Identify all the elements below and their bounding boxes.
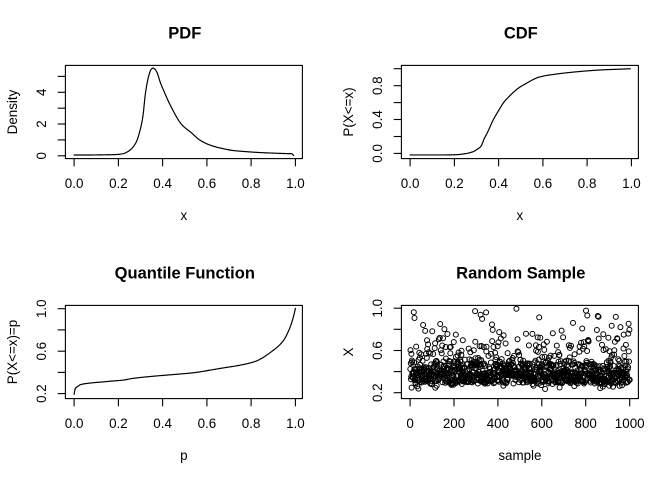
svg-text:0.6: 0.6: [198, 416, 217, 431]
svg-text:x: x: [517, 208, 524, 223]
svg-text:Quantile Function: Quantile Function: [115, 264, 255, 282]
svg-text:0.6: 0.6: [198, 176, 217, 191]
svg-text:0: 0: [34, 152, 49, 159]
svg-text:0.6: 0.6: [534, 176, 553, 191]
svg-text:0.0: 0.0: [65, 416, 84, 431]
svg-text:0.4: 0.4: [489, 176, 508, 191]
svg-text:0.0: 0.0: [65, 176, 84, 191]
svg-text:4: 4: [34, 88, 49, 96]
svg-text:0.6: 0.6: [370, 341, 385, 360]
svg-text:400: 400: [487, 416, 509, 431]
svg-text:0.8: 0.8: [578, 176, 597, 191]
svg-text:0: 0: [406, 416, 413, 431]
svg-text:0.2: 0.2: [370, 383, 385, 402]
svg-text:P(X<=x): P(X<=x): [341, 87, 356, 136]
svg-text:1.0: 1.0: [370, 299, 385, 318]
svg-text:0.2: 0.2: [109, 416, 128, 431]
svg-text:0.4: 0.4: [370, 110, 385, 129]
svg-text:1.0: 1.0: [34, 299, 49, 318]
svg-text:0.0: 0.0: [401, 176, 420, 191]
svg-text:0.4: 0.4: [153, 176, 172, 191]
svg-text:1.0: 1.0: [286, 416, 305, 431]
svg-text:sample: sample: [498, 448, 541, 463]
svg-text:800: 800: [575, 416, 597, 431]
svg-text:2: 2: [34, 120, 49, 127]
svg-text:X: X: [341, 347, 356, 356]
svg-text:0.8: 0.8: [242, 416, 261, 431]
svg-text:200: 200: [443, 416, 465, 431]
svg-text:P(X<=x)=p: P(X<=x)=p: [5, 320, 20, 384]
svg-text:0.4: 0.4: [153, 416, 172, 431]
svg-text:1.0: 1.0: [286, 176, 305, 191]
svg-text:0.2: 0.2: [445, 176, 464, 191]
svg-text:p: p: [180, 448, 187, 463]
svg-text:Density: Density: [5, 89, 20, 134]
svg-text:x: x: [181, 208, 188, 223]
svg-text:0.6: 0.6: [34, 342, 49, 361]
svg-text:0.8: 0.8: [242, 176, 261, 191]
svg-text:1000: 1000: [615, 416, 645, 431]
svg-text:PDF: PDF: [168, 24, 201, 42]
svg-text:600: 600: [531, 416, 553, 431]
svg-text:0.2: 0.2: [34, 384, 49, 403]
svg-text:0.8: 0.8: [370, 76, 385, 95]
svg-text:CDF: CDF: [504, 24, 538, 42]
svg-text:1.0: 1.0: [622, 176, 641, 191]
svg-text:Random Sample: Random Sample: [456, 264, 585, 282]
svg-text:0.0: 0.0: [370, 144, 385, 163]
svg-text:0.2: 0.2: [109, 176, 128, 191]
